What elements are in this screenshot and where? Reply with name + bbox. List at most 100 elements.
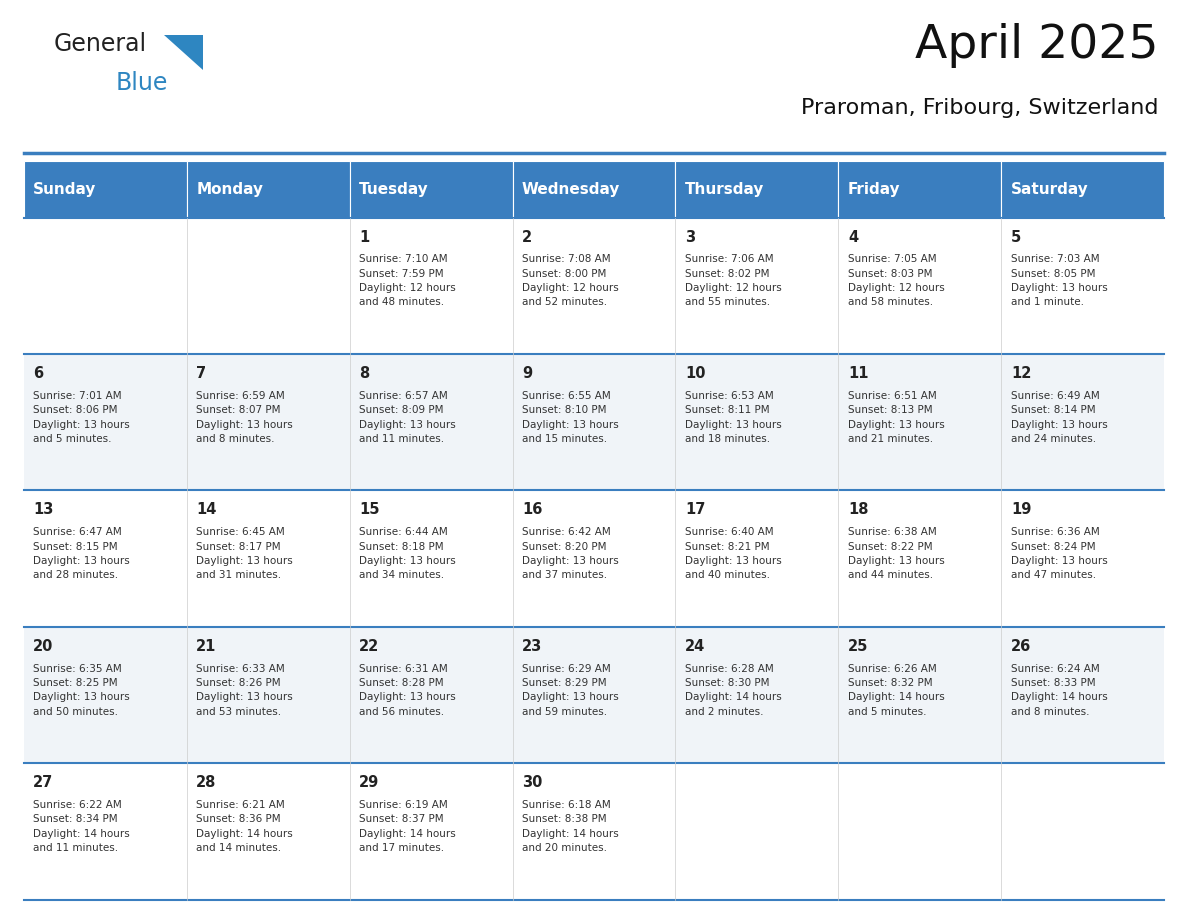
Text: 2: 2 — [522, 230, 532, 244]
Text: 26: 26 — [1011, 639, 1031, 654]
Text: 29: 29 — [359, 775, 379, 790]
Bar — [24, 627, 187, 763]
Bar — [1001, 490, 1164, 627]
Bar — [676, 354, 839, 490]
Bar — [349, 161, 512, 218]
Bar — [839, 161, 1001, 218]
Text: Sunrise: 7:03 AM
Sunset: 8:05 PM
Daylight: 13 hours
and 1 minute.: Sunrise: 7:03 AM Sunset: 8:05 PM Dayligh… — [1011, 254, 1107, 308]
Bar — [676, 218, 839, 354]
Bar — [676, 763, 839, 900]
Text: Sunrise: 7:01 AM
Sunset: 8:06 PM
Daylight: 13 hours
and 5 minutes.: Sunrise: 7:01 AM Sunset: 8:06 PM Dayligh… — [33, 391, 129, 444]
Text: Sunrise: 6:51 AM
Sunset: 8:13 PM
Daylight: 13 hours
and 21 minutes.: Sunrise: 6:51 AM Sunset: 8:13 PM Dayligh… — [848, 391, 944, 444]
Bar — [1001, 627, 1164, 763]
Bar — [349, 490, 512, 627]
Bar — [187, 763, 349, 900]
Text: Sunrise: 6:35 AM
Sunset: 8:25 PM
Daylight: 13 hours
and 50 minutes.: Sunrise: 6:35 AM Sunset: 8:25 PM Dayligh… — [33, 664, 129, 717]
Text: 27: 27 — [33, 775, 53, 790]
Bar — [839, 354, 1001, 490]
Polygon shape — [164, 35, 203, 70]
Text: Sunrise: 7:05 AM
Sunset: 8:03 PM
Daylight: 12 hours
and 58 minutes.: Sunrise: 7:05 AM Sunset: 8:03 PM Dayligh… — [848, 254, 944, 308]
Text: General: General — [53, 32, 146, 56]
Bar — [187, 490, 349, 627]
Text: Sunrise: 6:24 AM
Sunset: 8:33 PM
Daylight: 14 hours
and 8 minutes.: Sunrise: 6:24 AM Sunset: 8:33 PM Dayligh… — [1011, 664, 1107, 717]
Text: Sunrise: 6:44 AM
Sunset: 8:18 PM
Daylight: 13 hours
and 34 minutes.: Sunrise: 6:44 AM Sunset: 8:18 PM Dayligh… — [359, 527, 456, 580]
Bar — [24, 763, 187, 900]
Text: April 2025: April 2025 — [915, 23, 1158, 68]
Text: 12: 12 — [1011, 366, 1031, 381]
Text: 9: 9 — [522, 366, 532, 381]
Text: Sunrise: 6:57 AM
Sunset: 8:09 PM
Daylight: 13 hours
and 11 minutes.: Sunrise: 6:57 AM Sunset: 8:09 PM Dayligh… — [359, 391, 456, 444]
Bar — [349, 218, 512, 354]
Text: Sunrise: 6:19 AM
Sunset: 8:37 PM
Daylight: 14 hours
and 17 minutes.: Sunrise: 6:19 AM Sunset: 8:37 PM Dayligh… — [359, 800, 456, 853]
Text: Sunrise: 6:18 AM
Sunset: 8:38 PM
Daylight: 14 hours
and 20 minutes.: Sunrise: 6:18 AM Sunset: 8:38 PM Dayligh… — [522, 800, 619, 853]
Text: 10: 10 — [685, 366, 706, 381]
Text: 19: 19 — [1011, 502, 1031, 518]
Text: Sunrise: 6:28 AM
Sunset: 8:30 PM
Daylight: 14 hours
and 2 minutes.: Sunrise: 6:28 AM Sunset: 8:30 PM Dayligh… — [685, 664, 782, 717]
Bar — [24, 161, 187, 218]
Bar — [349, 763, 512, 900]
Text: 13: 13 — [33, 502, 53, 518]
Text: Sunrise: 7:06 AM
Sunset: 8:02 PM
Daylight: 12 hours
and 55 minutes.: Sunrise: 7:06 AM Sunset: 8:02 PM Dayligh… — [685, 254, 782, 308]
Text: Sunrise: 6:36 AM
Sunset: 8:24 PM
Daylight: 13 hours
and 47 minutes.: Sunrise: 6:36 AM Sunset: 8:24 PM Dayligh… — [1011, 527, 1107, 580]
Bar — [676, 627, 839, 763]
Text: Sunrise: 7:10 AM
Sunset: 7:59 PM
Daylight: 12 hours
and 48 minutes.: Sunrise: 7:10 AM Sunset: 7:59 PM Dayligh… — [359, 254, 456, 308]
Bar — [512, 763, 676, 900]
Bar — [187, 627, 349, 763]
Text: 21: 21 — [196, 639, 216, 654]
Bar — [839, 627, 1001, 763]
Text: Sunrise: 7:08 AM
Sunset: 8:00 PM
Daylight: 12 hours
and 52 minutes.: Sunrise: 7:08 AM Sunset: 8:00 PM Dayligh… — [522, 254, 619, 308]
Bar — [1001, 218, 1164, 354]
Text: Sunrise: 6:26 AM
Sunset: 8:32 PM
Daylight: 14 hours
and 5 minutes.: Sunrise: 6:26 AM Sunset: 8:32 PM Dayligh… — [848, 664, 944, 717]
Text: Sunday: Sunday — [33, 182, 96, 196]
Text: Friday: Friday — [848, 182, 901, 196]
Text: 7: 7 — [196, 366, 207, 381]
Text: 8: 8 — [359, 366, 369, 381]
Bar — [1001, 763, 1164, 900]
Bar — [1001, 161, 1164, 218]
Bar — [676, 490, 839, 627]
Text: Tuesday: Tuesday — [359, 182, 429, 196]
Bar — [512, 490, 676, 627]
Text: Sunrise: 6:40 AM
Sunset: 8:21 PM
Daylight: 13 hours
and 40 minutes.: Sunrise: 6:40 AM Sunset: 8:21 PM Dayligh… — [685, 527, 782, 580]
Text: Wednesday: Wednesday — [522, 182, 620, 196]
Text: Sunrise: 6:53 AM
Sunset: 8:11 PM
Daylight: 13 hours
and 18 minutes.: Sunrise: 6:53 AM Sunset: 8:11 PM Dayligh… — [685, 391, 782, 444]
Text: Sunrise: 6:42 AM
Sunset: 8:20 PM
Daylight: 13 hours
and 37 minutes.: Sunrise: 6:42 AM Sunset: 8:20 PM Dayligh… — [522, 527, 619, 580]
Bar — [187, 161, 349, 218]
Text: 20: 20 — [33, 639, 53, 654]
Bar — [24, 218, 187, 354]
Bar — [24, 490, 187, 627]
Text: Blue: Blue — [115, 71, 168, 95]
Text: 4: 4 — [848, 230, 858, 244]
Bar — [187, 218, 349, 354]
Text: Sunrise: 6:33 AM
Sunset: 8:26 PM
Daylight: 13 hours
and 53 minutes.: Sunrise: 6:33 AM Sunset: 8:26 PM Dayligh… — [196, 664, 293, 717]
Text: 6: 6 — [33, 366, 44, 381]
Bar — [349, 627, 512, 763]
Bar — [512, 354, 676, 490]
Text: Thursday: Thursday — [685, 182, 764, 196]
Text: Sunrise: 6:38 AM
Sunset: 8:22 PM
Daylight: 13 hours
and 44 minutes.: Sunrise: 6:38 AM Sunset: 8:22 PM Dayligh… — [848, 527, 944, 580]
Text: Sunrise: 6:29 AM
Sunset: 8:29 PM
Daylight: 13 hours
and 59 minutes.: Sunrise: 6:29 AM Sunset: 8:29 PM Dayligh… — [522, 664, 619, 717]
Text: 3: 3 — [685, 230, 695, 244]
Text: Sunrise: 6:59 AM
Sunset: 8:07 PM
Daylight: 13 hours
and 8 minutes.: Sunrise: 6:59 AM Sunset: 8:07 PM Dayligh… — [196, 391, 293, 444]
Text: 14: 14 — [196, 502, 216, 518]
Text: Sunrise: 6:22 AM
Sunset: 8:34 PM
Daylight: 14 hours
and 11 minutes.: Sunrise: 6:22 AM Sunset: 8:34 PM Dayligh… — [33, 800, 129, 853]
Text: 5: 5 — [1011, 230, 1020, 244]
Bar — [349, 354, 512, 490]
Text: 22: 22 — [359, 639, 379, 654]
Bar — [839, 218, 1001, 354]
Text: Sunrise: 6:45 AM
Sunset: 8:17 PM
Daylight: 13 hours
and 31 minutes.: Sunrise: 6:45 AM Sunset: 8:17 PM Dayligh… — [196, 527, 293, 580]
Text: 23: 23 — [522, 639, 542, 654]
Bar — [839, 763, 1001, 900]
Text: 24: 24 — [685, 639, 706, 654]
Text: Sunrise: 6:21 AM
Sunset: 8:36 PM
Daylight: 14 hours
and 14 minutes.: Sunrise: 6:21 AM Sunset: 8:36 PM Dayligh… — [196, 800, 293, 853]
Bar — [512, 218, 676, 354]
Bar — [187, 354, 349, 490]
Text: Sunrise: 6:31 AM
Sunset: 8:28 PM
Daylight: 13 hours
and 56 minutes.: Sunrise: 6:31 AM Sunset: 8:28 PM Dayligh… — [359, 664, 456, 717]
Text: 18: 18 — [848, 502, 868, 518]
Text: 25: 25 — [848, 639, 868, 654]
Text: Sunrise: 6:55 AM
Sunset: 8:10 PM
Daylight: 13 hours
and 15 minutes.: Sunrise: 6:55 AM Sunset: 8:10 PM Dayligh… — [522, 391, 619, 444]
Text: Sunrise: 6:47 AM
Sunset: 8:15 PM
Daylight: 13 hours
and 28 minutes.: Sunrise: 6:47 AM Sunset: 8:15 PM Dayligh… — [33, 527, 129, 580]
Text: 15: 15 — [359, 502, 380, 518]
Text: 28: 28 — [196, 775, 216, 790]
Text: Sunrise: 6:49 AM
Sunset: 8:14 PM
Daylight: 13 hours
and 24 minutes.: Sunrise: 6:49 AM Sunset: 8:14 PM Dayligh… — [1011, 391, 1107, 444]
